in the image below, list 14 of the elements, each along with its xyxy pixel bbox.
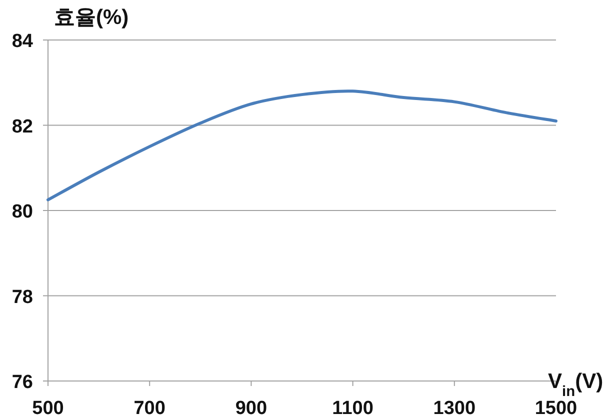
x-tick-label: 900	[235, 398, 268, 418]
x-tick-label: 1300	[433, 398, 476, 418]
y-tick-label: 84	[12, 31, 34, 52]
x-tick-label: 1100	[332, 398, 374, 418]
y-tick-label: 80	[12, 202, 33, 222]
y-axis-title: 효율(%)	[54, 6, 129, 29]
y-tick-label: 78	[12, 286, 33, 308]
x-tick-label: 700	[134, 398, 166, 418]
x-tick-label: 1500	[534, 398, 578, 418]
x-tick-label: 500	[32, 398, 64, 418]
y-tick-label: 76	[12, 372, 33, 393]
y-tick-label: 82	[12, 116, 33, 138]
line-series	[46, 90, 558, 202]
x-axis-title: V$_{in}$(V)	[548, 370, 604, 400]
